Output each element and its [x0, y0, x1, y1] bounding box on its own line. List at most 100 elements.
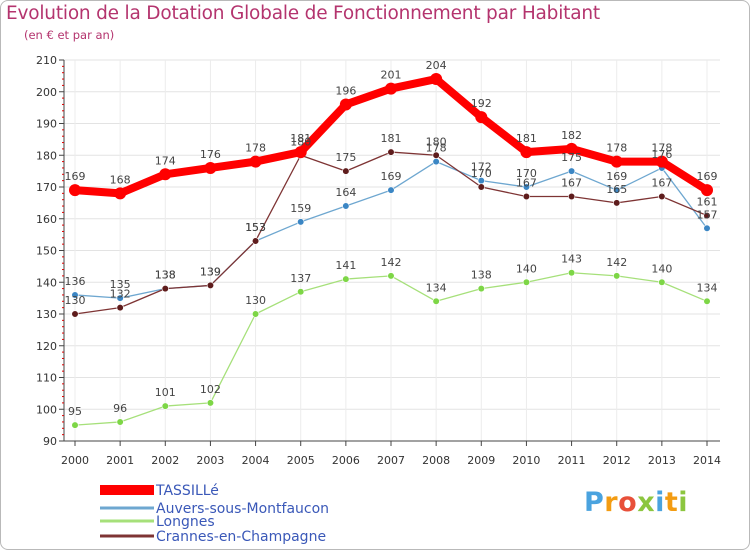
y-tick-label: 100 [36, 403, 57, 416]
proxiti-logo: Proxiti [584, 487, 688, 518]
data-point [610, 155, 623, 168]
data-label: 138 [155, 269, 176, 282]
data-point [387, 272, 395, 280]
data-label: 138 [471, 269, 492, 282]
y-axis-ticks: 90 100 110 120 130 140 150 160 170 180 190 200 210 [36, 54, 64, 448]
logo-letter: x [637, 487, 656, 518]
data-label: 169 [381, 170, 402, 183]
data-point [297, 288, 305, 296]
data-label: 169 [606, 170, 627, 183]
logo-letter: i [678, 487, 689, 518]
legend-label: TASSILLé [155, 483, 219, 499]
logo-letter: t [664, 487, 679, 518]
data-point [161, 285, 169, 293]
data-label: 141 [335, 259, 356, 272]
data-label: 102 [200, 383, 221, 396]
data-label: 142 [381, 256, 402, 269]
logo-letter: P [584, 487, 605, 518]
data-point [206, 281, 215, 290]
data-label: 174 [155, 154, 176, 167]
y-tick-label: 150 [36, 245, 57, 258]
data-point [522, 192, 531, 201]
data-point [703, 224, 711, 232]
data-label: 170 [471, 167, 492, 180]
y-tick-label: 140 [36, 276, 57, 289]
data-point [71, 291, 79, 299]
data-label: 181 [290, 132, 311, 145]
data-point [477, 183, 485, 191]
data-label: 101 [155, 386, 176, 399]
data-label: 192 [471, 97, 492, 110]
data-label: 175 [561, 151, 582, 164]
data-point [432, 158, 440, 166]
data-label: 167 [516, 177, 537, 190]
y-tick-label: 110 [36, 372, 57, 385]
y-tick-label: 120 [36, 340, 57, 353]
data-point [342, 202, 350, 210]
legend-swatch [100, 534, 154, 538]
y-tick-label: 90 [43, 435, 57, 448]
data-label: 164 [335, 186, 356, 199]
x-tick-label: 2001 [106, 454, 134, 467]
x-tick-label: 2005 [287, 454, 315, 467]
data-point [432, 151, 440, 159]
x-tick-label: 2006 [332, 454, 360, 467]
logo-letter: i [655, 487, 665, 518]
logo-letter: r [604, 487, 619, 518]
legend-swatch [100, 506, 154, 510]
data-point [703, 297, 711, 305]
data-label: 139 [200, 265, 221, 278]
legend-label: Longnes [156, 514, 215, 530]
data-label: 204 [426, 59, 447, 72]
data-label: 181 [381, 132, 402, 145]
data-label: 132 [110, 288, 131, 301]
data-label: 95 [68, 405, 82, 418]
grid-lines [64, 59, 720, 441]
data-point [522, 278, 531, 286]
data-label: 178 [245, 142, 266, 155]
data-label: 153 [245, 221, 266, 234]
x-tick-label: 2002 [151, 454, 179, 467]
data-point [703, 211, 711, 220]
data-point [206, 399, 215, 407]
data-point [297, 218, 305, 226]
data-label: 180 [426, 135, 447, 148]
legend-swatch [100, 485, 154, 495]
data-point [565, 142, 578, 155]
data-label: 178 [606, 142, 627, 155]
x-tick-label: 2004 [242, 454, 270, 467]
data-label: 136 [65, 275, 86, 288]
y-tick-label: 210 [36, 54, 57, 67]
y-tick-label: 200 [36, 86, 57, 99]
data-point [432, 297, 440, 305]
data-point [385, 82, 397, 95]
data-point [71, 421, 79, 429]
data-point [294, 146, 307, 159]
data-label: 130 [65, 294, 86, 307]
data-label: 180 [290, 135, 311, 148]
data-label: 138 [155, 269, 176, 282]
data-point [477, 285, 485, 293]
data-label: 178 [426, 142, 447, 155]
data-point [387, 148, 395, 156]
data-point [116, 418, 124, 426]
data-point [567, 269, 576, 277]
data-point [613, 186, 621, 194]
data-label: 168 [110, 173, 131, 186]
data-point [430, 73, 443, 86]
data-point [567, 192, 576, 201]
logo-letter: o [618, 487, 638, 518]
data-label: 134 [697, 281, 718, 294]
data-point [251, 310, 260, 318]
data-point [116, 304, 124, 312]
data-label: 157 [697, 208, 718, 221]
x-tick-label: 2014 [693, 454, 721, 467]
data-label: 135 [110, 278, 131, 291]
data-point [567, 167, 576, 175]
data-point [658, 278, 666, 286]
y-tick-label: 160 [36, 213, 57, 226]
data-point [475, 111, 488, 124]
data-label: 169 [697, 170, 718, 183]
data-label: 169 [65, 170, 86, 183]
